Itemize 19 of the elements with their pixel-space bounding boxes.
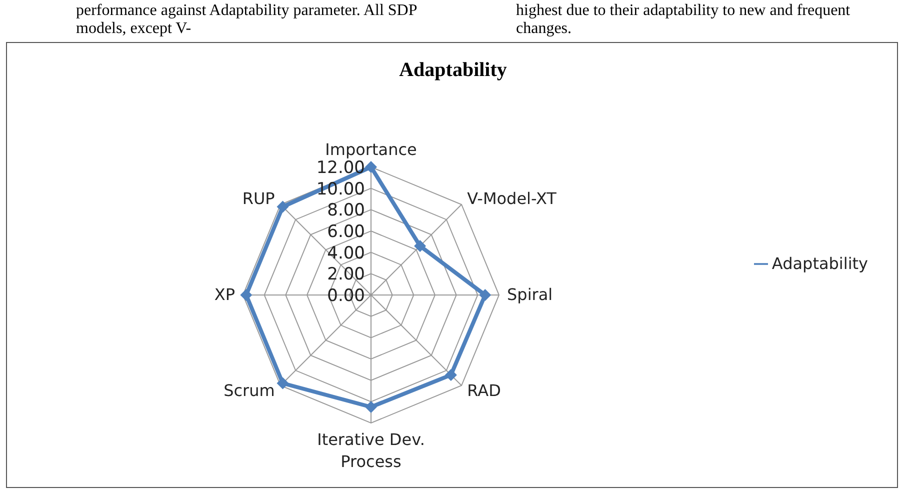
- spoke-label: RUP: [242, 188, 276, 208]
- y-tick-label: 0.00: [327, 286, 365, 306]
- spoke-label: Scrum: [224, 381, 275, 400]
- spoke-label: Spiral: [507, 285, 553, 304]
- spoke-label: Iterative Dev. Process: [317, 430, 425, 471]
- spoke-label: RAD: [467, 381, 501, 400]
- chart-title: Adaptability: [398, 59, 508, 82]
- y-tick-label: 4.00: [327, 243, 365, 264]
- y-tick-label: 8.00: [327, 200, 365, 221]
- spoke-label: Importance: [325, 140, 417, 159]
- y-tick-label: 6.00: [327, 222, 365, 242]
- y-tick-label: 10.00: [316, 179, 365, 200]
- y-tick-label: 12.00: [316, 158, 365, 178]
- text: performance against Adaptability parameter. All SDP models, except V-: [76, 2, 418, 38]
- spoke-label: V-Model-XT: [467, 188, 557, 208]
- spoke-label: XP: [214, 285, 236, 304]
- text: highest due to their adaptability to new and frequent changes.: [516, 2, 852, 38]
- y-tick-label: 2.00: [327, 264, 365, 285]
- legend-label: Adaptability: [772, 254, 868, 272]
